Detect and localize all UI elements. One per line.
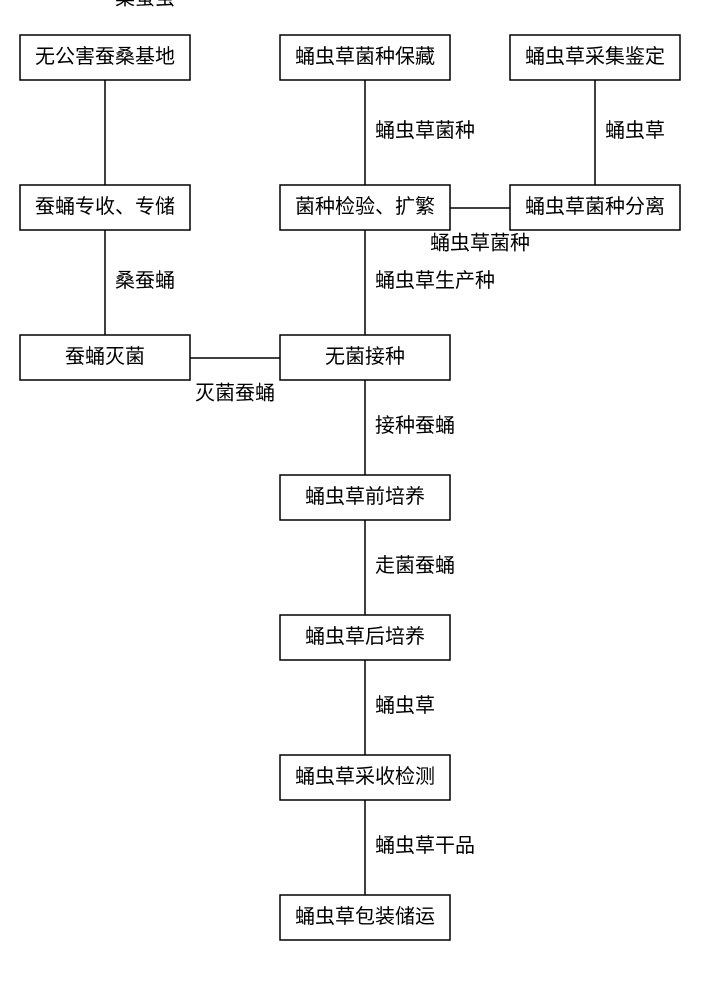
node-base-label: 无公害蚕桑基地 — [35, 45, 175, 68]
node-collect: 蛹虫草采集鉴定 — [510, 35, 680, 80]
node-postcult: 蛹虫草后培养 — [280, 615, 450, 660]
node-postcult-label: 蛹虫草后培养 — [305, 625, 425, 648]
node-preserve: 蛹虫草菌种保藏 — [280, 35, 450, 80]
node-sterilize-label: 蚕蛹灭菌 — [65, 345, 145, 368]
node-preserve-label: 蛹虫草菌种保藏 — [295, 45, 435, 68]
edge-label-sterilepupa: 灭菌蚕蛹 — [195, 382, 275, 405]
node-inoculate: 无菌接种 — [280, 335, 450, 380]
node-separate: 蛹虫草菌种分离 — [510, 185, 680, 230]
edge-label-prodstrain: 蛹虫草生产种 — [375, 269, 495, 292]
edge-label-mycelium: 走菌蚕蛹 — [375, 554, 455, 577]
node-separate-label: 蛹虫草菌种分离 — [525, 195, 665, 218]
edge-label-dried: 蛹虫草干品 — [375, 834, 475, 857]
node-harvtest-label: 蛹虫草采收检测 — [295, 765, 435, 788]
edge-label-cordyceps1: 蛹虫草 — [605, 119, 665, 142]
edge-label-cocoon: 桑蚕茧 — [115, 0, 175, 10]
edge-label-strain2: 蛹虫草菌种 — [430, 232, 530, 255]
edge-label-cordyceps2: 蛹虫草 — [375, 694, 435, 717]
node-package: 蛹虫草包装储运 — [280, 895, 450, 940]
node-collect-label: 蛹虫草采集鉴定 — [525, 45, 665, 68]
node-package-label: 蛹虫草包装储运 — [295, 905, 435, 928]
node-base: 无公害蚕桑基地 — [20, 35, 190, 80]
node-precult-label: 蛹虫草前培养 — [305, 485, 425, 508]
nodes-group: 无公害蚕桑基地 蛹虫草菌种保藏 蛹虫草采集鉴定 蚕蛹专收、专储 菌种检验、扩繁 … — [20, 35, 680, 940]
node-harvtest: 蛹虫草采收检测 — [280, 755, 450, 800]
edge-label-pupa: 桑蚕蛹 — [115, 269, 175, 292]
node-inspect-label: 菌种检验、扩繁 — [295, 195, 435, 218]
flowchart-canvas: 桑蚕茧 蛹虫草菌种 蛹虫草 桑蚕蛹 蛹虫草生产种 蛹虫草菌种 灭菌蚕蛹 接种蚕蛹… — [0, 0, 707, 1000]
node-precult: 蛹虫草前培养 — [280, 475, 450, 520]
edge-label-strain1: 蛹虫草菌种 — [375, 119, 475, 142]
node-sterilize: 蚕蛹灭菌 — [20, 335, 190, 380]
node-inoculate-label: 无菌接种 — [325, 345, 405, 368]
node-inspect: 菌种检验、扩繁 — [280, 185, 450, 230]
node-harvest-label: 蚕蛹专收、专储 — [35, 195, 175, 218]
edge-label-inocpupa: 接种蚕蛹 — [375, 414, 455, 437]
node-harvest: 蚕蛹专收、专储 — [20, 185, 190, 230]
